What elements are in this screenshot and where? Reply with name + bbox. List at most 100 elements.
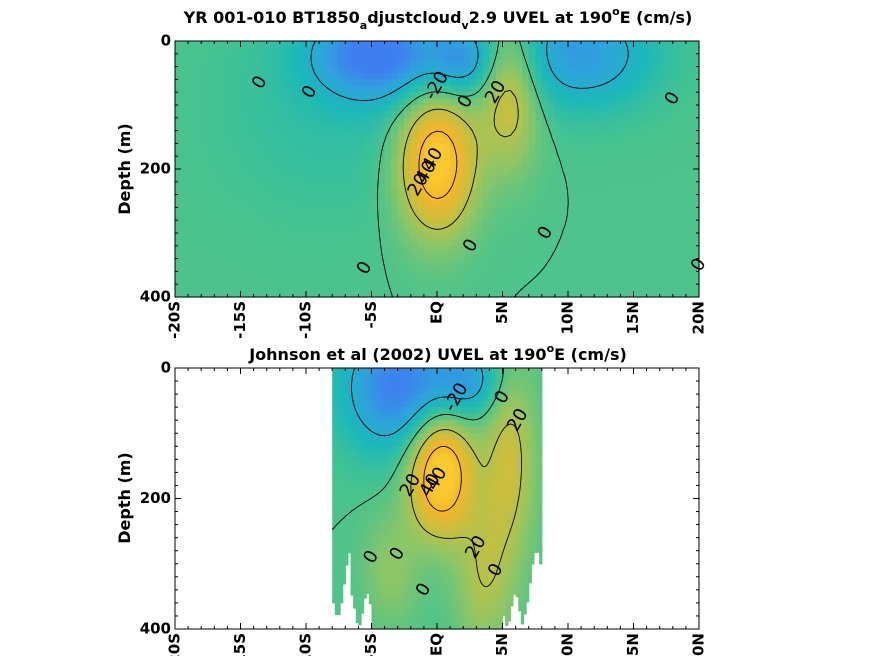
heatmap-cell [279,265,287,272]
heatmap-cell [306,73,314,80]
heatmap-cell [581,79,589,87]
heatmap-cell [437,188,445,196]
heatmap-cell [397,105,405,112]
heatmap-cell [685,226,694,234]
heatmap-cell [391,277,399,285]
heatmap-cell [640,271,648,279]
heatmap-cell [188,175,196,183]
heatmap-cell [334,465,339,473]
heatmap-cell [345,194,353,202]
heatmap-cell [443,73,451,80]
heatmap-cell [476,201,484,208]
heatmap-cell [366,387,370,395]
heatmap-cell [423,143,432,151]
heatmap-cell [175,47,183,55]
heatmap-cell [410,252,418,260]
heatmap-cell [587,265,595,272]
heatmap-cell [666,98,674,106]
heatmap-cell [418,544,422,552]
heatmap-cell [607,85,615,93]
heatmap-cell [640,252,648,260]
heatmap-cell [410,531,415,539]
heatmap-cell [495,277,504,285]
heatmap-cell [509,258,517,266]
heatmap-cell [515,258,523,266]
heatmap-cell [312,79,320,87]
heatmap-cell [535,207,543,215]
heatmap-cell [332,563,336,571]
heatmap-cell [371,524,375,532]
heatmap-cell [384,130,392,138]
heatmap-cell [279,117,287,125]
heatmap-cell [201,60,209,68]
heatmap-cell [347,368,352,376]
heatmap-cell [574,79,582,87]
heatmap-cell [476,169,484,176]
heatmap-cell [429,609,433,617]
heatmap-cell [476,271,484,279]
heatmap-cell [402,557,407,565]
heatmap-cell [397,583,401,591]
heatmap-cell [374,452,378,460]
heatmap-cell [413,550,417,558]
heatmap-cell [389,439,394,447]
heatmap-cell [194,188,202,196]
heatmap-cell [397,531,401,539]
heatmap-cell [194,60,202,68]
heatmap-cell [340,589,344,597]
heatmap-cell [443,47,451,55]
heatmap-cell [430,41,438,48]
heatmap-cell [207,98,215,106]
heatmap-cell [397,511,401,519]
heatmap-cell [312,169,320,176]
heatmap-cell [646,201,654,208]
heatmap-cell [355,472,359,480]
heatmap-cell [364,137,373,144]
heatmap-cell [416,400,420,408]
heatmap-cell [476,252,484,260]
heatmap-cell [522,252,530,260]
heatmap-cell [561,53,569,61]
heatmap-cell [456,98,464,106]
heatmap-cell [371,252,379,260]
heatmap-cell [392,374,396,382]
heatmap-cell [548,156,556,164]
heatmap-cell [391,66,399,74]
heatmap-cell [587,60,595,68]
heatmap-cell [181,111,189,119]
heatmap-cell [640,245,648,253]
heatmap-cell [397,491,401,500]
heatmap-cell [351,239,359,247]
heatmap-cell [548,41,556,48]
heatmap-cell [395,563,399,571]
heatmap-cell [334,596,339,604]
heatmap-cell [659,41,667,48]
heatmap-cell [430,201,438,208]
heatmap-cell [364,226,373,234]
heatmap-cell [355,550,359,558]
heatmap-cell [423,550,428,558]
heatmap-cell [279,290,287,298]
heatmap-cell [613,252,621,260]
heatmap-cell [646,117,654,125]
heatmap-cell [260,156,268,164]
heatmap-cell [568,233,576,240]
heatmap-cell [541,156,549,164]
heatmap-cell [672,284,680,292]
heatmap-cell [384,105,392,112]
heatmap-cell [692,85,700,93]
heatmap-cell [387,381,391,389]
heatmap-cell [286,41,294,48]
heatmap-cell [247,85,255,93]
heatmap-cell [423,511,428,519]
heatmap-cell [376,472,380,480]
heatmap-cell [522,258,530,266]
heatmap-cell [371,258,379,266]
heatmap-cell [175,233,183,240]
heatmap-cell [600,149,608,157]
heatmap-cell [626,252,635,260]
heatmap-cell [332,245,340,253]
heatmap-cell [535,245,543,253]
heatmap-cell [672,233,680,240]
heatmap-cell [613,284,621,292]
